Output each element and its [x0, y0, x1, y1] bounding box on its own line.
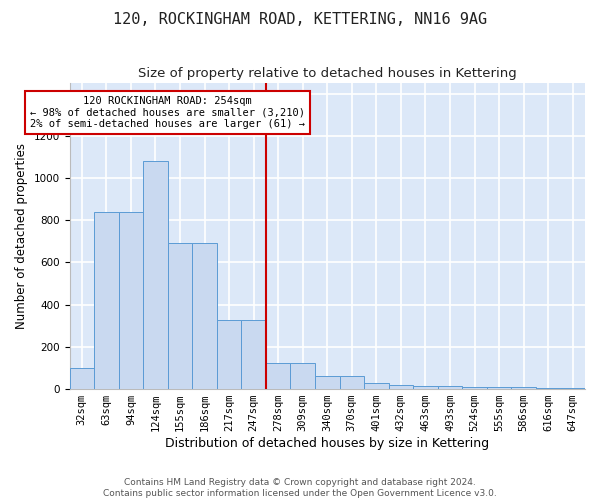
Bar	[217, 320, 241, 389]
Bar	[290, 362, 315, 389]
X-axis label: Distribution of detached houses by size in Kettering: Distribution of detached houses by size …	[165, 437, 490, 450]
Bar	[192, 244, 217, 389]
Y-axis label: Number of detached properties: Number of detached properties	[15, 143, 28, 329]
Bar	[536, 388, 560, 389]
Text: Contains HM Land Registry data © Crown copyright and database right 2024.
Contai: Contains HM Land Registry data © Crown c…	[103, 478, 497, 498]
Bar	[168, 244, 192, 389]
Bar	[70, 368, 94, 389]
Bar	[438, 386, 462, 389]
Bar	[487, 387, 511, 389]
Bar	[511, 387, 536, 389]
Bar	[143, 161, 168, 389]
Bar	[413, 386, 438, 389]
Bar	[315, 376, 340, 389]
Bar	[94, 212, 119, 389]
Bar	[119, 212, 143, 389]
Text: 120, ROCKINGHAM ROAD, KETTERING, NN16 9AG: 120, ROCKINGHAM ROAD, KETTERING, NN16 9A…	[113, 12, 487, 28]
Bar	[389, 385, 413, 389]
Title: Size of property relative to detached houses in Kettering: Size of property relative to detached ho…	[138, 68, 517, 80]
Bar	[266, 362, 290, 389]
Bar	[462, 387, 487, 389]
Bar	[560, 388, 585, 389]
Bar	[241, 320, 266, 389]
Bar	[364, 383, 389, 389]
Text: 120 ROCKINGHAM ROAD: 254sqm
← 98% of detached houses are smaller (3,210)
2% of s: 120 ROCKINGHAM ROAD: 254sqm ← 98% of det…	[30, 96, 305, 129]
Bar	[340, 376, 364, 389]
